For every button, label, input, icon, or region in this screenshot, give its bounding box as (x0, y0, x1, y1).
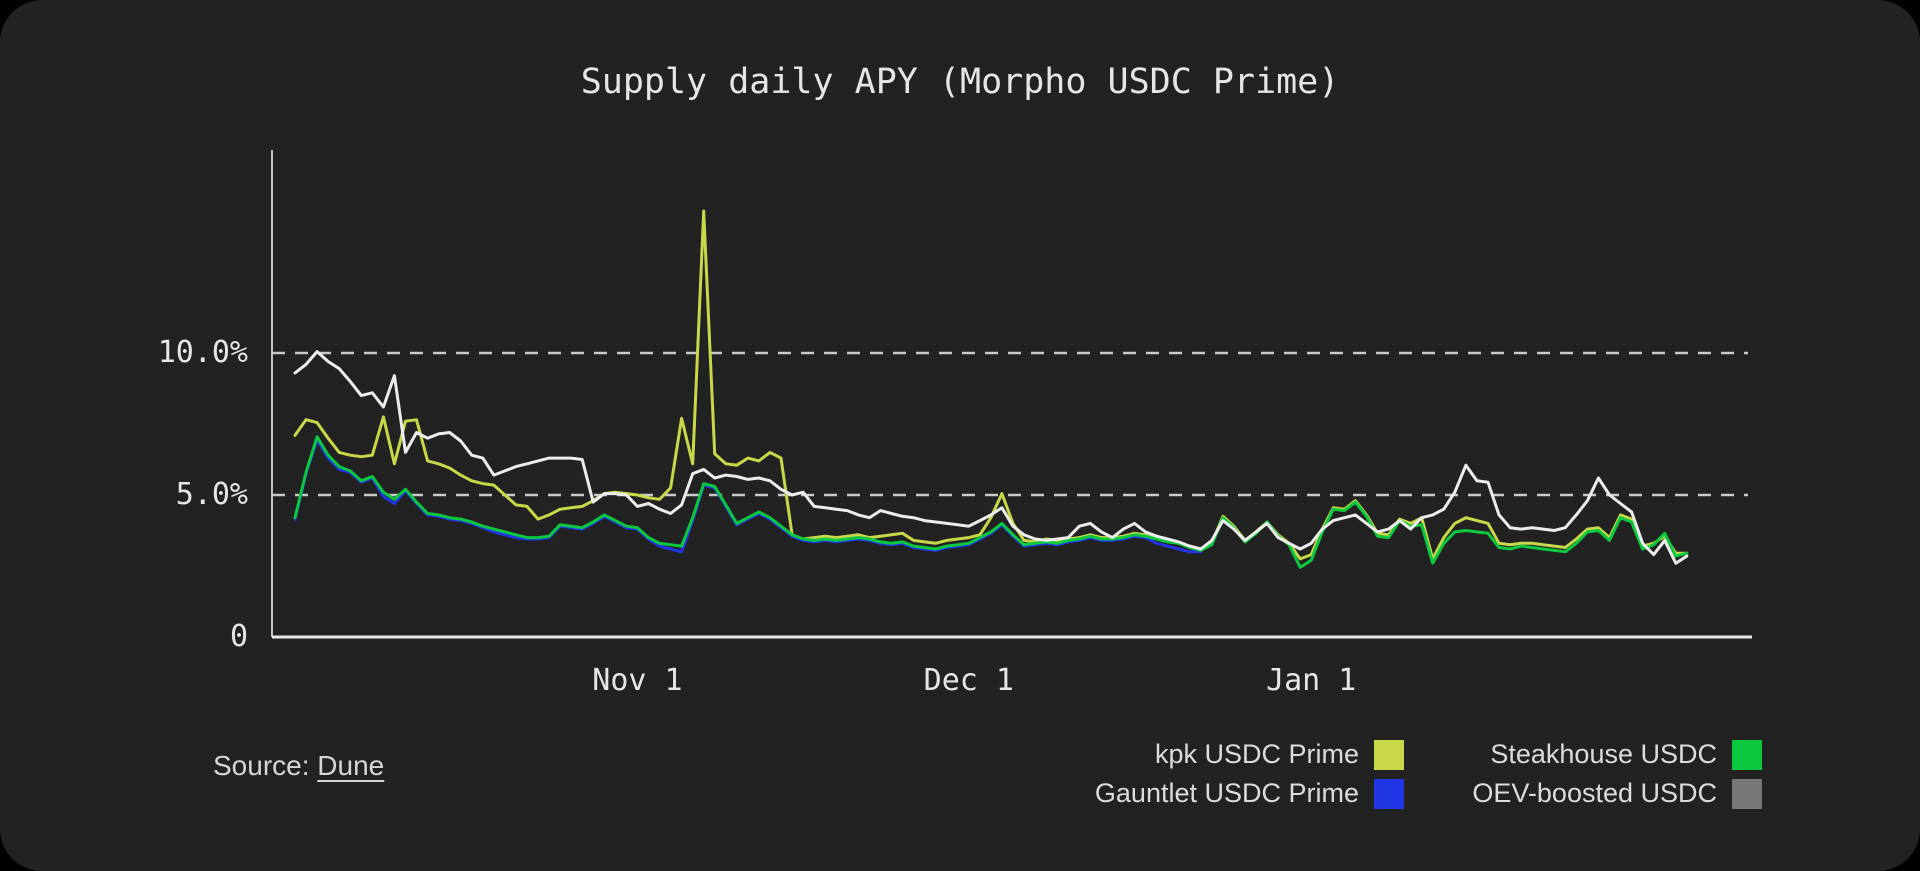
x-axis-tick-labels: Nov 1 Dec 1 Jan 1 (0, 663, 1920, 703)
series-lines (293, 209, 1689, 569)
legend-item-steakhouse: Steakhouse USDC (1490, 739, 1762, 770)
series-line-oev (293, 350, 1689, 565)
legend-item-gauntlet: Gauntlet USDC Prime (1095, 778, 1404, 809)
legend-label-kpk: kpk USDC Prime (1154, 739, 1359, 769)
legend-swatch-steakhouse (1732, 739, 1762, 770)
source-prefix: Source: (213, 750, 318, 781)
series-line-steakhouse (293, 435, 1689, 569)
legend-item-kpk: kpk USDC Prime (1155, 739, 1404, 770)
gridlines (272, 351, 1748, 497)
series-line-kpk (293, 209, 1689, 561)
legend-item-oev: OEV-boosted USDC (1472, 778, 1762, 809)
y-tick-label-10: 10.0% (157, 334, 248, 370)
x-tick-label-jan-1: Jan 1 (1266, 663, 1357, 698)
x-tick-label-nov-1: Nov 1 (592, 663, 683, 698)
source-line: Source: Dune (213, 750, 384, 782)
legend-label-gauntlet: Gauntlet USDC Prime (1094, 778, 1359, 808)
legend-swatch-kpk (1374, 739, 1404, 770)
y-axis-tick-labels: 10.0% 5.0% 0 (0, 0, 256, 871)
x-tick-label-dec-1: Dec 1 (923, 663, 1014, 698)
chart-title: Supply daily APY (Morpho USDC Prime) (580, 62, 1340, 102)
legend-swatch-oev (1732, 778, 1762, 809)
legend-label-steakhouse: Steakhouse USDC (1490, 739, 1717, 769)
source-link-dune[interactable]: Dune (317, 750, 385, 781)
legend-swatch-gauntlet (1374, 778, 1404, 809)
y-tick-label-5: 5.0% (175, 476, 248, 512)
y-tick-label-0: 0 (229, 618, 248, 654)
legend-label-oev: OEV-boosted USDC (1472, 778, 1717, 808)
